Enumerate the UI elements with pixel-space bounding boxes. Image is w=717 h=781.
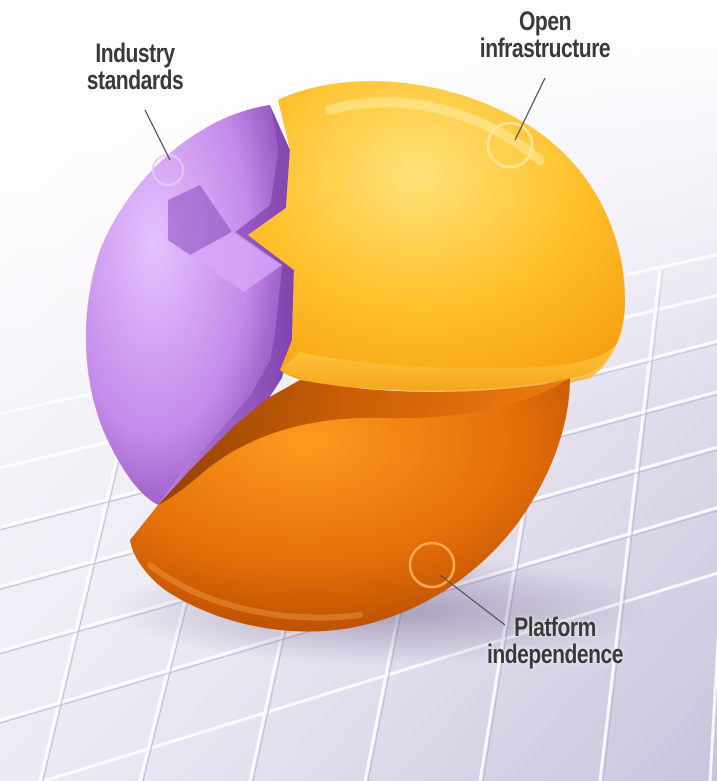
segment-platform-independence (130, 378, 570, 632)
label-industry-line2: standards (86, 65, 184, 95)
label-open-infrastructure: Open infrastructure (451, 8, 638, 62)
segment-open-infrastructure (248, 81, 625, 392)
label-platform-line1: Platform (514, 612, 596, 642)
label-industry-line1: Industry (95, 38, 175, 68)
label-open-line1: Open (519, 6, 571, 36)
pointer-line-open (514, 77, 546, 141)
pointer-ring-platform (408, 541, 456, 589)
pointer-line-industry (144, 109, 171, 161)
pointer-ring-open (486, 121, 534, 169)
label-industry-standards: Industry standards (61, 40, 209, 94)
label-platform-line2: independence (487, 639, 623, 669)
label-platform-independence: Platform independence (461, 614, 648, 668)
label-open-line2: infrastructure (479, 33, 611, 63)
pointer-line-platform (439, 574, 506, 626)
